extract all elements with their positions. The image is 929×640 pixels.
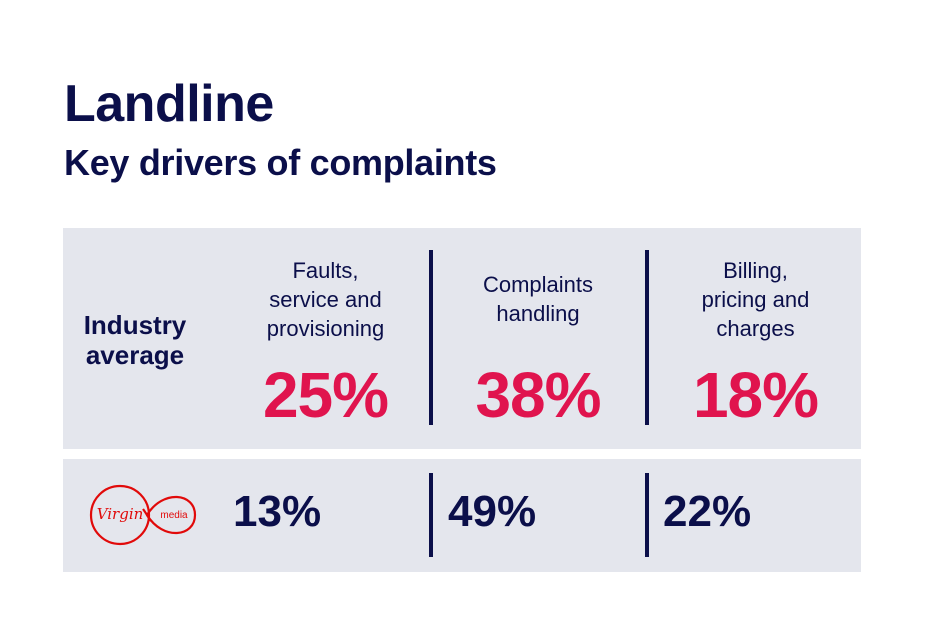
category-label-line: Complaints: [482, 272, 594, 297]
column-complaints: Complaints handling 38%: [448, 228, 628, 449]
category-label-line: Billing,: [723, 258, 788, 283]
category-label-line: service and: [269, 287, 382, 312]
provider-value-billing: 22%: [663, 487, 752, 536]
category-label-line: handling: [496, 301, 580, 326]
column-divider: [429, 473, 433, 557]
industry-value-billing: 18%: [692, 359, 819, 431]
provider-value-complaints: 49%: [448, 487, 537, 536]
column-billing: Billing, pricing and charges 18%: [663, 228, 848, 449]
logo-text-virgin: Virgin: [97, 505, 144, 523]
subtitle: Key drivers of complaints: [64, 142, 497, 183]
title: Landline: [64, 75, 274, 133]
column-divider: [429, 250, 433, 425]
industry-value-faults: 25%: [262, 359, 389, 431]
industry-average-panel: Industry average Faults, service and pro…: [63, 228, 861, 449]
provider-panel: Virgin media 13% 49% 22%: [63, 459, 861, 572]
column-divider: [645, 473, 649, 557]
logo-text-media: media: [160, 510, 188, 521]
column-divider: [645, 250, 649, 425]
industry-average-label: Industry average: [83, 310, 187, 370]
category-label-line: charges: [716, 316, 795, 341]
category-label-complaints: Complaints handling: [448, 270, 628, 328]
category-label-line: Faults,: [292, 258, 359, 283]
category-label-faults: Faults, service and provisioning: [233, 256, 418, 343]
provider-value-faults: 13%: [233, 487, 322, 536]
category-label-line: provisioning: [266, 316, 385, 341]
category-label-billing: Billing, pricing and charges: [663, 256, 848, 343]
category-label-line: pricing and: [701, 287, 810, 312]
column-faults: Faults, service and provisioning 25%: [233, 228, 418, 449]
industry-value-complaints: 38%: [475, 359, 601, 431]
virgin-media-logo: Virgin media: [89, 484, 197, 546]
